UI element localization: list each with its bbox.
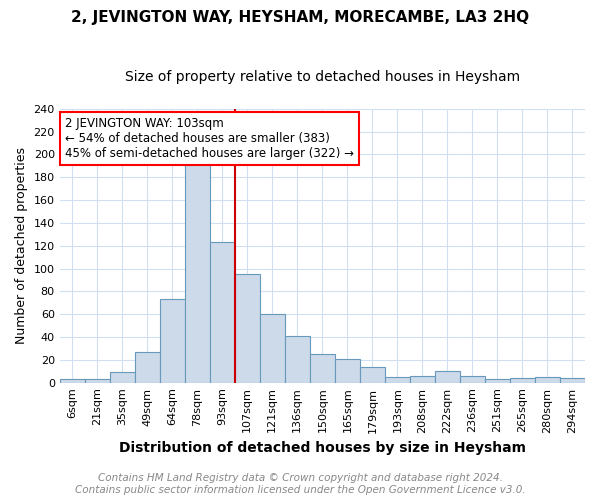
Bar [185, 158, 210, 382]
Text: 2 JEVINGTON WAY: 103sqm
← 54% of detached houses are smaller (383)
45% of semi-d: 2 JEVINGTON WAY: 103sqm ← 54% of detache… [65, 117, 354, 160]
Bar [210, 242, 235, 382]
Bar [460, 376, 485, 382]
X-axis label: Distribution of detached houses by size in Heysham: Distribution of detached houses by size … [119, 441, 526, 455]
Bar [110, 372, 135, 382]
Bar [510, 378, 535, 382]
Bar [535, 377, 560, 382]
Bar [385, 377, 410, 382]
Bar [285, 336, 310, 382]
Bar [360, 366, 385, 382]
Title: Size of property relative to detached houses in Heysham: Size of property relative to detached ho… [125, 70, 520, 84]
Bar [335, 358, 360, 382]
Bar [560, 378, 585, 382]
Bar [85, 380, 110, 382]
Bar [485, 380, 510, 382]
Text: Contains HM Land Registry data © Crown copyright and database right 2024.
Contai: Contains HM Land Registry data © Crown c… [74, 474, 526, 495]
Bar [260, 314, 285, 382]
Bar [160, 300, 185, 382]
Bar [59, 380, 85, 382]
Bar [410, 376, 435, 382]
Text: 2, JEVINGTON WAY, HEYSHAM, MORECAMBE, LA3 2HQ: 2, JEVINGTON WAY, HEYSHAM, MORECAMBE, LA… [71, 10, 529, 25]
Bar [435, 372, 460, 382]
Y-axis label: Number of detached properties: Number of detached properties [15, 147, 28, 344]
Bar [235, 274, 260, 382]
Bar [310, 354, 335, 382]
Bar [135, 352, 160, 382]
